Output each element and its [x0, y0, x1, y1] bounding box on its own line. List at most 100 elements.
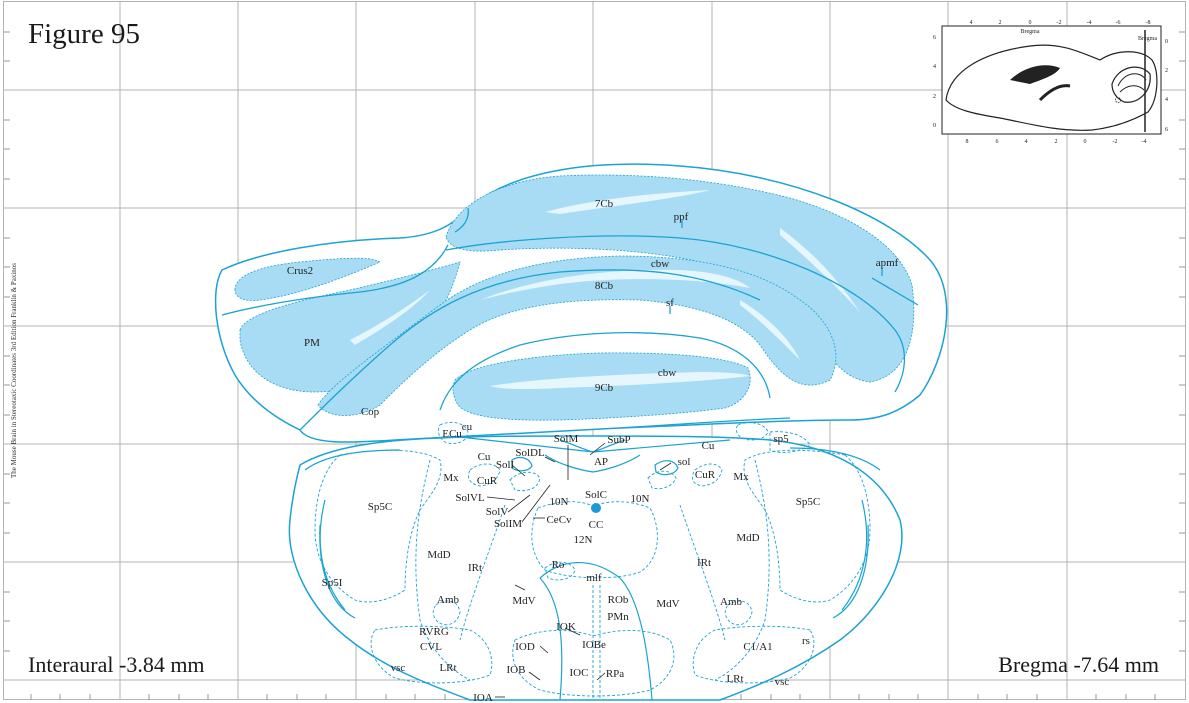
label-apmf: apmf [876, 257, 899, 269]
lobule-9cb [452, 352, 751, 421]
inset-bottom-tick: -4 [1142, 139, 1147, 145]
inset-sagittal-map: 4 2 0 -2 -4 -6 -8 8 6 4 2 0 -2 -4 6 4 2 … [933, 20, 1168, 145]
label-ppf: ppf [674, 211, 689, 223]
label-mdd-right: MdD [736, 532, 759, 544]
label-cbw-upper: cbw [651, 258, 669, 270]
label-mdv-right: MdV [656, 598, 679, 610]
label-iobe: IOBe [582, 639, 606, 651]
label-sp5c-right: Sp5C [796, 496, 820, 508]
label-cecv: CeCv [546, 514, 572, 526]
label-rs: rs [802, 635, 810, 647]
label-sol: sol [678, 456, 691, 468]
region-amb-right [724, 600, 753, 626]
label-sp5i: Sp5I [322, 577, 343, 589]
inset-bottom-tick: 8 [966, 139, 969, 145]
region-cur-right [691, 463, 723, 487]
label-lrt-left: LRt [439, 662, 456, 674]
inset-bottom-tick: 4 [1025, 139, 1028, 145]
inset-right-tick: 2 [1165, 68, 1168, 74]
side-credit: The Mouse Brain in Stereotaxic Coordinat… [10, 262, 18, 478]
tract-sol-right [654, 460, 679, 476]
label-cvl: CVL [420, 641, 442, 653]
inset-top-label: Bregma [1021, 29, 1040, 35]
label-ap: AP [594, 456, 608, 468]
label-cu-right: Cu [702, 440, 715, 452]
region-io [512, 630, 675, 697]
inset-bottom-tick: 2 [1055, 139, 1058, 145]
label-rpa: RPa [606, 668, 624, 680]
label-iok: IOK [556, 621, 576, 633]
interaural-coordinate: Interaural -3.84 mm [28, 652, 205, 677]
label-sf: sf [666, 297, 674, 309]
region-sp5c-right [743, 449, 871, 603]
region-cur-left [468, 463, 501, 487]
label-10n-left: 10N [550, 496, 569, 508]
label-cu-tract: cu [462, 421, 473, 433]
inset-left-tick: 0 [933, 123, 936, 129]
inset-top-tick: 4 [970, 20, 973, 26]
label-mlf: mlf [586, 572, 602, 584]
label-irt-left: IRt [468, 562, 482, 574]
label-sp5: sp5 [773, 433, 789, 445]
label-amb-right: Amb [720, 596, 743, 608]
label-c1a1: C1/A1 [743, 641, 772, 653]
label-solv: SolV [486, 506, 509, 518]
label-crus2: Crus2 [287, 265, 313, 277]
region-sp5c-left [314, 449, 442, 603]
inset-top-tick: -6 [1116, 20, 1121, 26]
region-cu-r-top [735, 422, 769, 441]
label-mx-right: Mx [733, 471, 749, 483]
label-solvl: SolVL [455, 492, 485, 504]
inset-top-tick: 0 [1029, 20, 1032, 26]
label-solim: SolIM [494, 518, 522, 530]
label-ro: Ro [552, 559, 565, 571]
label-9cb: 9Cb [595, 382, 614, 394]
label-cur-right: CuR [695, 469, 716, 481]
label-amb-left: Amb [437, 594, 460, 606]
label-ioc: IOC [570, 667, 589, 679]
figure-title: Figure 95 [28, 18, 140, 50]
inset-bottom-tick: 6 [996, 139, 999, 145]
cerebellum [214, 163, 948, 443]
label-cbw-lower: cbw [658, 367, 676, 379]
inset-left-tick: 4 [933, 64, 936, 70]
label-ioa: IOA [473, 692, 493, 703]
label-irt-right: IRt [697, 557, 711, 569]
label-lrt-right: LRt [726, 673, 743, 685]
label-vsc-left: vsc [391, 662, 406, 674]
tract-sol-left [511, 456, 533, 472]
label-mdd-left: MdD [427, 549, 450, 561]
label-pm: PM [304, 337, 320, 349]
label-vsc-right: vsc [775, 676, 790, 688]
label-ecu: ECu [442, 428, 462, 440]
lobule-crus2 [234, 257, 381, 301]
inset-top-tick: 2 [999, 20, 1002, 26]
label-sp5c-left: Sp5C [368, 501, 392, 513]
lobule-7cb [445, 174, 915, 383]
label-cu-left: Cu [478, 451, 491, 463]
label-cur-left: CuR [477, 475, 498, 487]
inset-right-tick: 4 [1165, 97, 1168, 103]
bregma-coordinate: Bregma -7.64 mm [998, 652, 1159, 677]
inset-right-tick: 6 [1165, 127, 1168, 133]
label-solm: SolM [554, 433, 579, 445]
label-soli: SolI [496, 459, 515, 471]
label-7cb: 7Cb [595, 198, 614, 210]
label-soldl: SolDL [515, 447, 545, 459]
inset-bottom-tick: -2 [1113, 139, 1118, 145]
label-mx-left: Mx [443, 472, 459, 484]
label-iob: IOB [507, 664, 526, 676]
label-rob: ROb [608, 594, 629, 606]
inset-bottom-tick: 0 [1084, 139, 1087, 145]
medulla-outline [288, 435, 903, 701]
label-10n-right: 10N [631, 493, 650, 505]
inset-right-label: Bregma [1138, 36, 1157, 42]
label-8cb: 8Cb [595, 280, 614, 292]
label-pmn: PMn [607, 611, 629, 623]
inset-left-tick: 6 [933, 35, 936, 41]
inset-top-tick: -8 [1146, 20, 1151, 26]
label-cc: CC [589, 519, 604, 531]
label-iod: IOD [515, 641, 535, 653]
lobule-8cb [317, 255, 837, 416]
